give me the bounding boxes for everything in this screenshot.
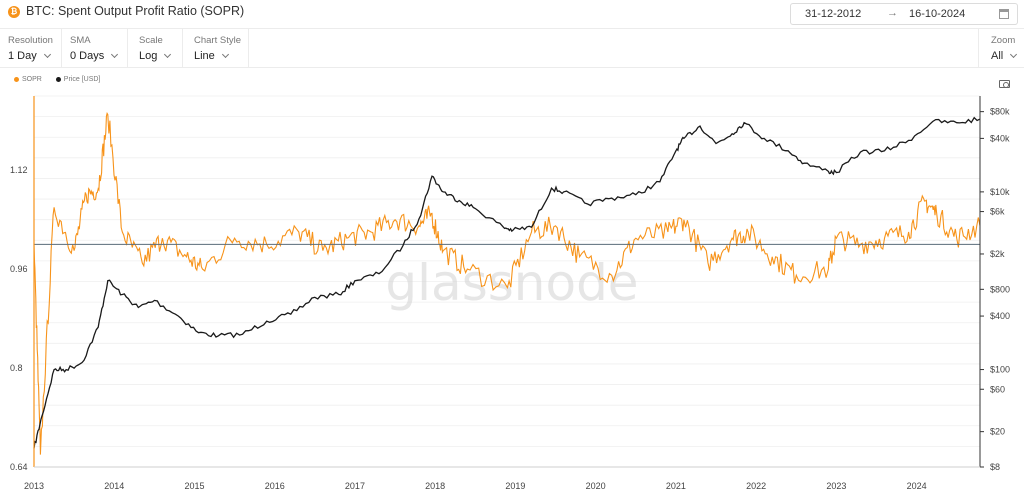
legend-swatch-price	[55, 76, 61, 82]
right-axis-tick-label: $800	[990, 284, 1010, 294]
zoom-value[interactable]: All	[991, 50, 1004, 62]
sopr-line	[33, 111, 981, 455]
left-axis-tick-label: 0.96	[10, 264, 28, 274]
scale-select[interactable]: Scale Log	[131, 29, 183, 67]
date-end-input[interactable]: 16-10-2024	[909, 8, 966, 20]
resolution-select[interactable]: Resolution 1 Day	[0, 29, 62, 67]
chart-style-select[interactable]: Chart Style Line	[186, 29, 249, 67]
resolution-value[interactable]: 1 Day	[8, 50, 37, 62]
resolution-label: Resolution	[8, 35, 53, 46]
price-line	[33, 116, 981, 449]
chart-style-label: Chart Style	[194, 35, 241, 46]
legend-swatch-sopr	[14, 76, 19, 82]
zoom-label: Zoom	[991, 35, 1016, 46]
right-axis-tick-label: $400	[990, 311, 1010, 321]
chart-title: BTC: Spent Output Profit Ratio (SOPR)	[26, 4, 245, 18]
chart-legend: SOPR Price [USD]	[14, 76, 112, 83]
left-axis-tick-label: 1.12	[10, 165, 28, 175]
x-axis-tick-label: 2014	[104, 481, 124, 491]
date-start-input[interactable]: 31-12-2012	[805, 8, 862, 20]
right-axis-tick-label: $8	[990, 462, 1000, 472]
right-axis-tick-label: $40k	[990, 133, 1010, 143]
x-axis-tick-label: 2017	[345, 481, 365, 491]
watermark: glassnode	[385, 254, 638, 312]
x-axis-tick-label: 2020	[586, 481, 606, 491]
right-axis-tick-label: $2k	[990, 249, 1005, 259]
chart-header: ₿ BTC: Spent Output Profit Ratio (SOPR) …	[0, 0, 1024, 28]
camera-icon[interactable]	[999, 80, 1010, 88]
right-axis-tick-label: $10k	[990, 187, 1010, 197]
legend-label-price: Price [USD]	[63, 76, 101, 83]
x-axis-tick-label: 2024	[907, 481, 927, 491]
bitcoin-icon: ₿	[8, 6, 20, 18]
sma-value[interactable]: 0 Days	[70, 50, 105, 62]
sma-select[interactable]: SMA 0 Days	[62, 29, 128, 67]
legend-label-sopr: SOPR	[22, 76, 42, 83]
x-axis-tick-label: 2019	[505, 481, 525, 491]
x-axis-tick-label: 2015	[184, 481, 204, 491]
x-axis-tick-label: 2016	[265, 481, 285, 491]
legend-item-price[interactable]: Price [USD]	[55, 76, 101, 83]
price-series	[33, 116, 981, 449]
right-axis-tick-label: $6k	[990, 207, 1005, 217]
x-axis-tick-label: 2022	[746, 481, 766, 491]
x-axis-tick-label: 2013	[24, 481, 44, 491]
chart-axes: 1.12 0.96 0.8 0.64 $80k $40k $10k $6k $2k $800 $40…	[10, 96, 1010, 491]
legend-item-sopr[interactable]: SOPR	[14, 76, 42, 83]
sma-label: SMA	[70, 35, 91, 46]
x-axis-tick-label: 2023	[826, 481, 846, 491]
right-axis-tick-label: $60	[990, 384, 1005, 394]
chart-style-value[interactable]: Line	[194, 50, 215, 62]
date-range-picker[interactable]: 31-12-2012 → 16-10-2024	[790, 3, 1018, 25]
right-axis-tick-label: $80k	[990, 107, 1010, 117]
left-axis-tick-label: 0.8	[10, 363, 23, 373]
left-axis-tick-label: 0.64	[10, 462, 28, 472]
sopr-series	[33, 111, 981, 455]
zoom-select[interactable]: Zoom All	[978, 29, 1024, 67]
x-axis-tick-label: 2021	[666, 481, 686, 491]
calendar-icon[interactable]	[999, 9, 1009, 19]
scale-label: Scale	[139, 35, 163, 46]
arrow-right-icon: →	[887, 7, 898, 19]
right-axis-tick-label: $100	[990, 365, 1010, 375]
x-axis-tick-label: 2018	[425, 481, 445, 491]
scale-value[interactable]: Log	[139, 50, 158, 62]
chart-toolbar: Resolution 1 Day SMA 0 Days Scale Log Ch…	[0, 28, 1024, 68]
right-axis-tick-label: $20	[990, 427, 1005, 437]
